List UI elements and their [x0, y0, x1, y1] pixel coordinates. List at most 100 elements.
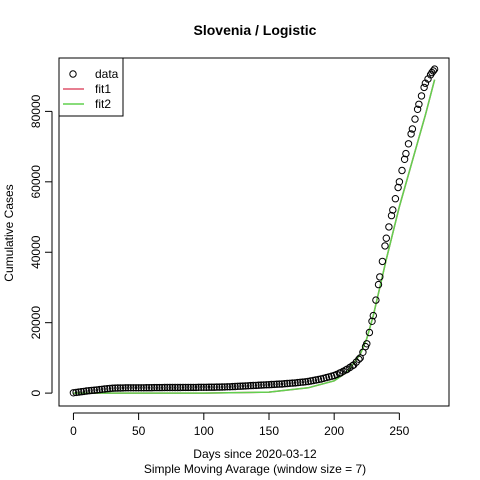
fit-lines	[73, 79, 436, 394]
data-point	[85, 387, 93, 395]
data-point	[223, 383, 232, 391]
data-point	[299, 378, 307, 386]
data-point	[415, 100, 423, 109]
data-point	[402, 149, 410, 158]
data-point	[111, 384, 119, 392]
y-axis: 0 20000 40000 60000 80000	[29, 94, 53, 396]
data-point	[408, 125, 417, 133]
y-tick-label: 0	[29, 389, 43, 396]
legend-label-data: data	[95, 67, 119, 81]
data-point	[200, 383, 208, 391]
data-point	[395, 178, 404, 186]
data-point	[241, 382, 250, 390]
data-point	[374, 280, 383, 289]
data-point	[363, 340, 371, 348]
data-point	[108, 384, 117, 392]
data-point	[226, 383, 234, 391]
data-point	[411, 115, 419, 123]
data-point	[270, 380, 278, 389]
data-point	[101, 385, 109, 393]
x-axis-sublabel: Simple Moving Avarage (window size = 7)	[144, 462, 366, 476]
data-point	[189, 383, 198, 392]
data-point	[205, 383, 213, 391]
data-point	[148, 384, 156, 392]
data-point	[244, 382, 252, 390]
series-line-fit2	[73, 79, 436, 394]
data-point	[140, 384, 148, 392]
data-point	[252, 381, 260, 390]
data-points	[69, 65, 439, 397]
x-axis: 0 50 100 150 200 250	[70, 412, 410, 438]
data-point	[106, 384, 114, 393]
data-point	[69, 389, 78, 397]
data-point	[304, 377, 312, 386]
data-point	[142, 384, 151, 392]
data-point	[179, 383, 187, 392]
data-point	[124, 384, 132, 392]
x-tick-label: 0	[70, 424, 77, 438]
x-tick-label: 100	[194, 424, 214, 438]
y-tick-label: 60000	[29, 165, 43, 199]
data-point	[137, 384, 145, 392]
data-point	[129, 384, 138, 392]
data-point	[239, 382, 247, 390]
data-point	[210, 383, 218, 391]
data-point	[265, 381, 273, 389]
data-point	[197, 383, 205, 391]
data-point	[301, 378, 310, 386]
data-point	[430, 65, 439, 73]
data-point	[278, 380, 286, 388]
data-point	[294, 378, 302, 387]
data-point	[187, 383, 195, 392]
data-point	[221, 383, 229, 391]
data-point	[181, 383, 190, 392]
data-point	[387, 211, 396, 220]
x-tick-label: 150	[259, 424, 279, 438]
data-point	[213, 383, 221, 391]
data-point	[280, 380, 289, 388]
data-point	[288, 379, 297, 387]
plot-frame	[58, 57, 450, 407]
data-point	[163, 383, 172, 392]
data-point	[95, 385, 104, 394]
data-point	[389, 206, 397, 214]
data-point	[369, 311, 377, 320]
data-point	[381, 242, 389, 250]
data-point	[166, 383, 174, 392]
data-point	[382, 234, 390, 242]
data-point	[98, 385, 106, 393]
data-point	[257, 381, 265, 389]
data-point	[247, 381, 255, 390]
data-point	[176, 383, 185, 392]
data-point	[291, 379, 299, 387]
data-point	[174, 383, 182, 392]
data-point	[283, 379, 291, 388]
data-point	[228, 382, 237, 391]
data-point	[103, 385, 112, 393]
data-point	[262, 381, 271, 389]
data-point	[413, 105, 422, 114]
data-point	[132, 384, 140, 392]
y-tick-label: 80000	[29, 94, 43, 128]
data-point	[385, 223, 393, 231]
data-point	[88, 386, 96, 395]
data-point	[234, 382, 242, 390]
data-point	[429, 67, 437, 75]
legend-label-fit1: fit1	[95, 82, 111, 96]
x-tick-label: 50	[132, 424, 146, 438]
x-tick-label: 250	[389, 424, 409, 438]
data-point	[161, 383, 169, 392]
data-point	[254, 381, 263, 389]
data-point	[365, 328, 374, 337]
data-point	[145, 384, 153, 392]
data-point	[312, 376, 320, 384]
data-point	[314, 375, 323, 384]
data-point	[72, 388, 80, 397]
legend-marker-data	[69, 70, 77, 78]
data-point	[77, 388, 86, 396]
data-point	[153, 383, 161, 392]
data-point	[309, 376, 317, 385]
data-point	[348, 362, 357, 370]
